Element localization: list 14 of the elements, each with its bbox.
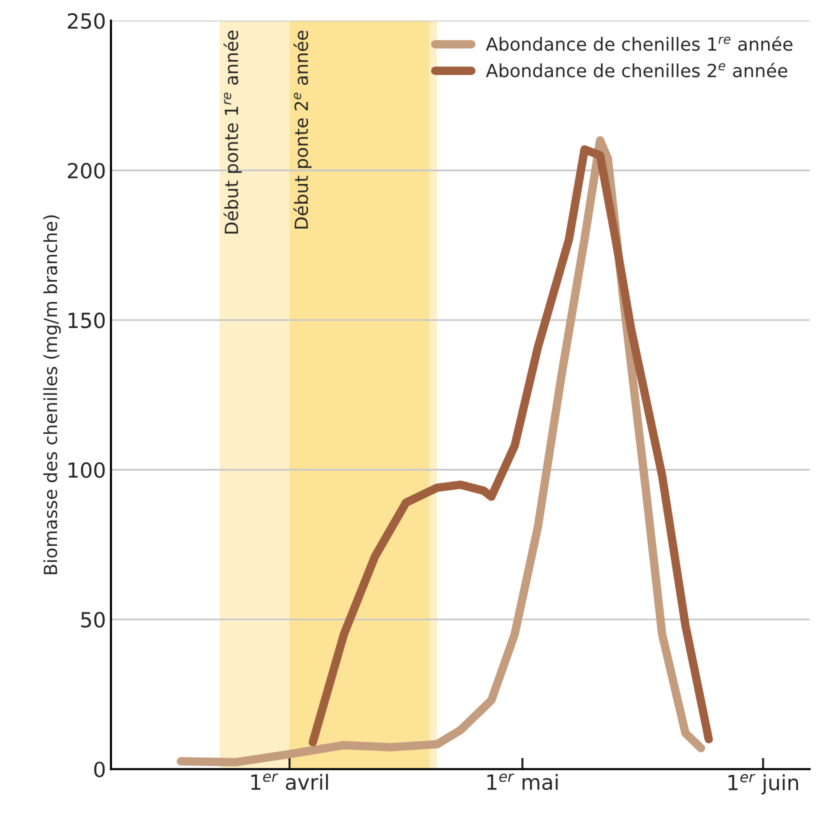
y-tick-label: 100 xyxy=(68,462,105,478)
y-axis-title: Biomasse des chenilles (mg/m branche) xyxy=(43,215,61,574)
x-tick-label: 1$^{er}$ juin xyxy=(728,774,798,794)
legend-label: Abondance de chenilles 2$^{e}$ année xyxy=(486,62,788,78)
x-tick-label: 1$^{er}$ mai xyxy=(487,774,558,790)
y-tick-label: 0 xyxy=(94,762,105,778)
band-label: Début ponte 2$^{e}$ année xyxy=(293,30,312,228)
y-tick-label: 50 xyxy=(81,612,105,628)
x-tick-label: 1$^{er}$ avril xyxy=(251,774,328,790)
y-tick-label: 200 xyxy=(68,162,105,179)
y-tick-label: 250 xyxy=(68,13,105,29)
band-label: Début ponte 1$^{re}$ année xyxy=(224,30,242,234)
legend-label: Abondance de chenilles 1$^{re}$ année xyxy=(486,36,792,51)
y-tick-label: 150 xyxy=(68,312,105,328)
